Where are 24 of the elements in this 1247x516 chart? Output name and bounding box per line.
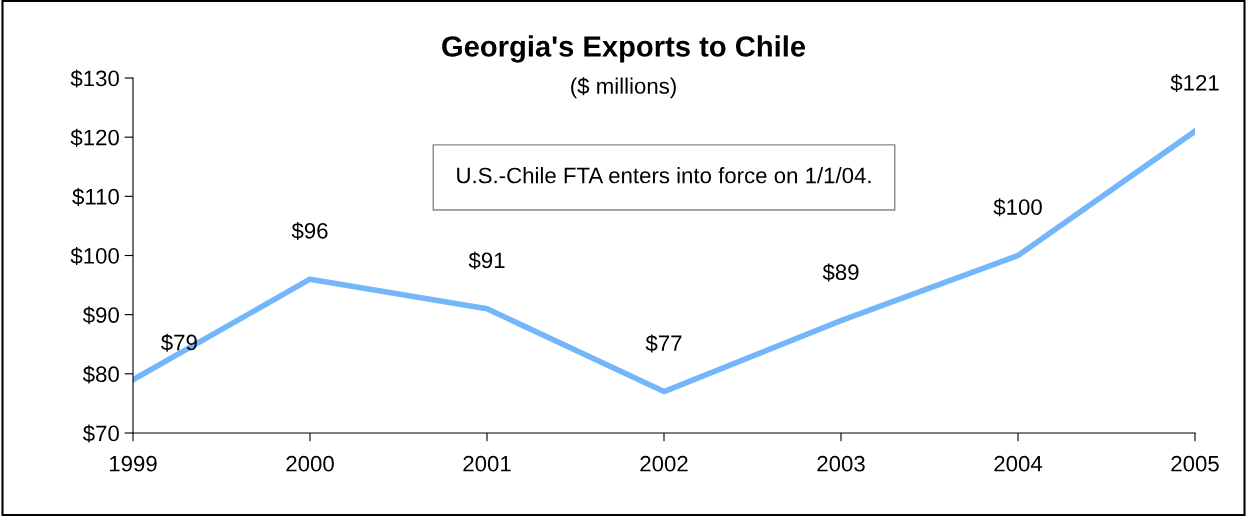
- y-tick-label: $90: [82, 306, 119, 325]
- chart-title: Georgia's Exports to Chile: [442, 35, 806, 63]
- data-label: $100: [993, 198, 1042, 217]
- data-label: $121: [1170, 74, 1219, 93]
- x-tick-label: 1999: [109, 455, 157, 472]
- data-label: $77: [645, 334, 682, 353]
- data-label: $89: [822, 263, 859, 282]
- chart-subtitle: ($ millions): [571, 77, 676, 99]
- x-tick-label: 2000: [286, 455, 334, 472]
- x-tick-label: 2002: [640, 455, 688, 472]
- x-tick-label: 2005: [1171, 455, 1219, 472]
- y-tick-label: $80: [82, 365, 119, 384]
- y-tick-label: $100: [70, 247, 119, 266]
- y-tick-label: $130: [70, 69, 119, 88]
- x-tick-label: 2004: [994, 455, 1043, 472]
- annotation: U.S.-Chile FTA enters into force on 1/1/04.: [457, 167, 871, 184]
- x-tick-label: 2001: [463, 455, 511, 472]
- data-label: $96: [291, 221, 328, 240]
- data-label: $91: [468, 251, 505, 270]
- y-tick-label: $70: [82, 424, 119, 443]
- y-tick-label: $110: [72, 187, 119, 206]
- data-label: $79: [161, 333, 197, 352]
- x-tick-label: 2003: [817, 455, 865, 472]
- y-tick-label: $120: [70, 128, 119, 147]
